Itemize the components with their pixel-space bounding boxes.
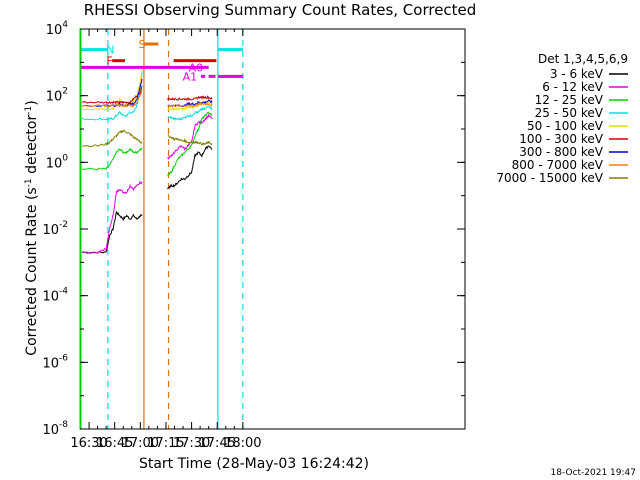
y-tick-label: 102 — [46, 87, 68, 105]
series-line-8-segment-0 — [82, 129, 143, 148]
y-axis-label-sup1: -1 — [24, 178, 34, 187]
series-line-0-segment-1 — [167, 145, 213, 190]
y-axis-label-mid: detector — [24, 115, 40, 179]
series-line-8-segment-1 — [167, 134, 213, 146]
series-line-7-segment-0 — [82, 88, 143, 108]
svg-text:Corrected Count Rate (s-1 dete: Corrected Count Rate (s-1 detector-1) — [24, 100, 40, 355]
chart-title: RHESSI Observing Summary Count Rates, Co… — [84, 1, 477, 19]
y-axis-label: Corrected Count Rate (s-1 detector-1) — [24, 100, 40, 355]
legend-label-3: 25 - 50 keV — [535, 106, 604, 120]
flag-label-N: N — [106, 44, 114, 57]
series-line-3-segment-0 — [81, 72, 143, 121]
x-tick-label: 17:15 — [147, 436, 184, 451]
series-line-2-segment-1 — [167, 111, 213, 177]
legend-label-6: 300 - 800 keV — [519, 145, 603, 159]
series-line-5-segment-0 — [82, 85, 143, 105]
y-tick-label: 104 — [46, 20, 69, 38]
plot-frame — [79, 28, 466, 430]
x-tick-label: 18:00 — [224, 436, 261, 451]
y-axis-label-sup2: -1 — [24, 106, 34, 115]
flag-label-A0: A0 — [189, 61, 204, 74]
x-tick-label: 17:30 — [173, 436, 210, 451]
legend-label-1: 6 - 12 keV — [542, 80, 604, 94]
x-tick-label: 16:45 — [96, 436, 133, 451]
flag-label-A1: A1 — [183, 70, 198, 83]
series-line-7-segment-1 — [167, 101, 213, 108]
series-line-3-segment-1 — [167, 105, 213, 122]
series-lines — [81, 68, 213, 254]
y-tick-label: 10-8 — [42, 420, 68, 438]
flag-label-S: S — [139, 38, 146, 51]
y-axis-label-end: ) — [24, 100, 40, 105]
legend-label-0: 3 - 6 keV — [550, 67, 604, 81]
series-line-5-segment-1 — [167, 94, 213, 101]
y-axis: 104 102 100 10-2 10-4 10-6 10-8 — [42, 20, 465, 438]
x-axis-label: Start Time (28-May-03 16:24:42) — [139, 456, 369, 472]
series-line-2-segment-0 — [82, 147, 143, 171]
legend-label-4: 50 - 100 keV — [527, 119, 604, 133]
y-tick-label: 10-2 — [42, 220, 68, 238]
y-axis-label-main: Corrected Count Rate (s — [24, 187, 40, 355]
legend-label-2: 12 - 25 keV — [535, 93, 604, 107]
legend-label-8: 7000 - 15000 keV — [496, 171, 603, 185]
flag-label-F: F — [106, 55, 112, 68]
legend-label-7: 800 - 7000 keV — [512, 158, 604, 172]
vertical-markers — [107, 29, 244, 429]
footer-timestamp: 18-Oct-2021 19:47 — [551, 468, 636, 478]
legend-header: Det 1,3,4,5,6,9 — [538, 52, 628, 66]
y-tick-label: 100 — [46, 153, 69, 171]
series-line-1-segment-0 — [82, 180, 143, 254]
y-tick-label: 10-4 — [42, 287, 68, 305]
y-tick-label: 10-6 — [42, 353, 68, 371]
series-line-0-segment-0 — [82, 210, 143, 254]
legend-label-5: 100 - 300 keV — [519, 132, 603, 146]
x-tick-label: 17:00 — [122, 436, 159, 451]
series-line-1-segment-1 — [167, 112, 213, 160]
x-tick-label: 17:45 — [198, 436, 235, 451]
x-tick-label: 16:30 — [70, 436, 107, 451]
